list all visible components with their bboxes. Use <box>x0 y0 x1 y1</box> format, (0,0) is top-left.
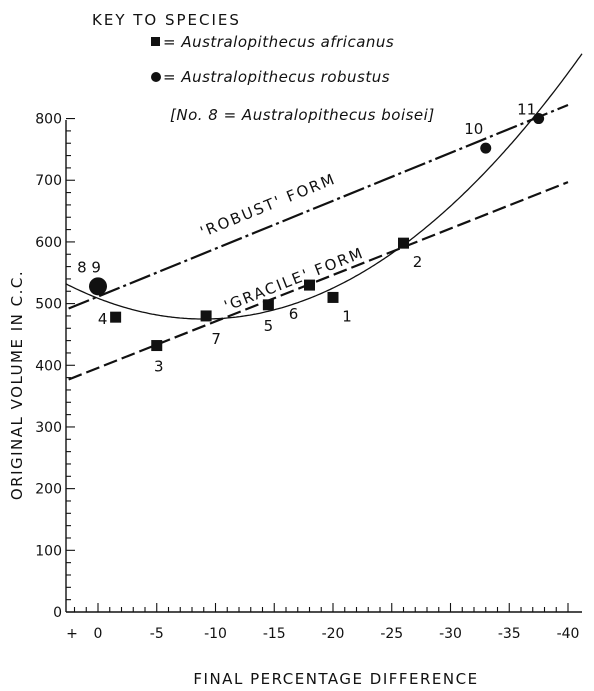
y-tick-label: 600 <box>35 235 62 251</box>
x-axis-label: FINAL PERCENTAGE DIFFERENCE <box>193 670 478 688</box>
y-tick-label: 200 <box>35 482 62 498</box>
data-point-label: 8 9 <box>77 258 101 276</box>
key-circle-marker <box>151 72 161 82</box>
y-tick-label: 0 <box>53 605 62 621</box>
axes: 0 100 200 300 400 500 600 700 800 0 -5 -10 -15 -20 -25… <box>35 112 582 642</box>
y-tick-label: 700 <box>35 173 62 189</box>
data-point-circle <box>533 113 545 125</box>
data-point-label: 2 <box>413 253 423 271</box>
data-point-square <box>200 310 212 322</box>
x-tick-label: -15 <box>263 626 286 642</box>
line-labels: 'ROBUST' FORM'GRACILE' FORM <box>198 170 367 315</box>
data-point-square <box>151 340 163 352</box>
data-point-large-circle <box>89 277 107 296</box>
data-points: 1 2 3 4 56 7 10 11 8 9 <box>77 101 545 376</box>
x-tick-label: -20 <box>322 626 345 642</box>
data-point-label: 5 <box>264 317 274 335</box>
data-point-label: 6 <box>289 305 299 323</box>
data-point-square <box>110 311 122 323</box>
data-point-square <box>262 299 274 311</box>
x-tick-label: -25 <box>380 626 403 642</box>
x-tick-label: -35 <box>498 626 521 642</box>
curve-fit-line <box>65 53 583 320</box>
key-legend: KEY TO SPECIES = Australopithecus africa… <box>92 11 435 124</box>
data-point-square <box>398 237 409 249</box>
x-tick-label: 0 <box>94 626 103 642</box>
y-tick-label: 400 <box>35 358 62 374</box>
robust-form-label: 'ROBUST' FORM <box>198 170 339 241</box>
fit-lines <box>65 53 583 381</box>
data-point-label: 10 <box>464 120 483 138</box>
key-africanus: = Australopithecus africanus <box>163 33 394 51</box>
key-robustus: = Australopithecus robustus <box>163 68 390 86</box>
x-tick-label: -5 <box>150 626 164 642</box>
data-point-square <box>304 279 315 291</box>
data-point-label: 11 <box>517 101 536 119</box>
robust-line <box>68 103 569 310</box>
gracile-line <box>68 181 569 381</box>
key-title: KEY TO SPECIES <box>92 11 241 29</box>
data-point-label: 7 <box>211 330 221 348</box>
data-point-circle <box>480 142 492 154</box>
x-tick-label: -10 <box>204 626 227 642</box>
data-point-label: 3 <box>154 358 164 376</box>
y-tick-label: 500 <box>35 297 62 313</box>
key-square-marker <box>151 37 160 46</box>
key-boisei-note: [No. 8 = Australopithecus boisei] <box>170 106 435 124</box>
x-plus-label: + <box>66 626 78 642</box>
x-tick-label: -40 <box>557 626 580 642</box>
y-tick-label: 800 <box>35 112 62 128</box>
y-tick-label: 300 <box>35 420 62 436</box>
x-tick-label: -30 <box>439 626 462 642</box>
y-axis-label: ORIGINAL VOLUME IN C.C. <box>8 270 26 500</box>
y-tick-label: 100 <box>35 543 62 559</box>
data-point-square <box>327 291 339 303</box>
data-point-label: 1 <box>342 307 352 325</box>
data-point-label: 4 <box>98 310 108 328</box>
